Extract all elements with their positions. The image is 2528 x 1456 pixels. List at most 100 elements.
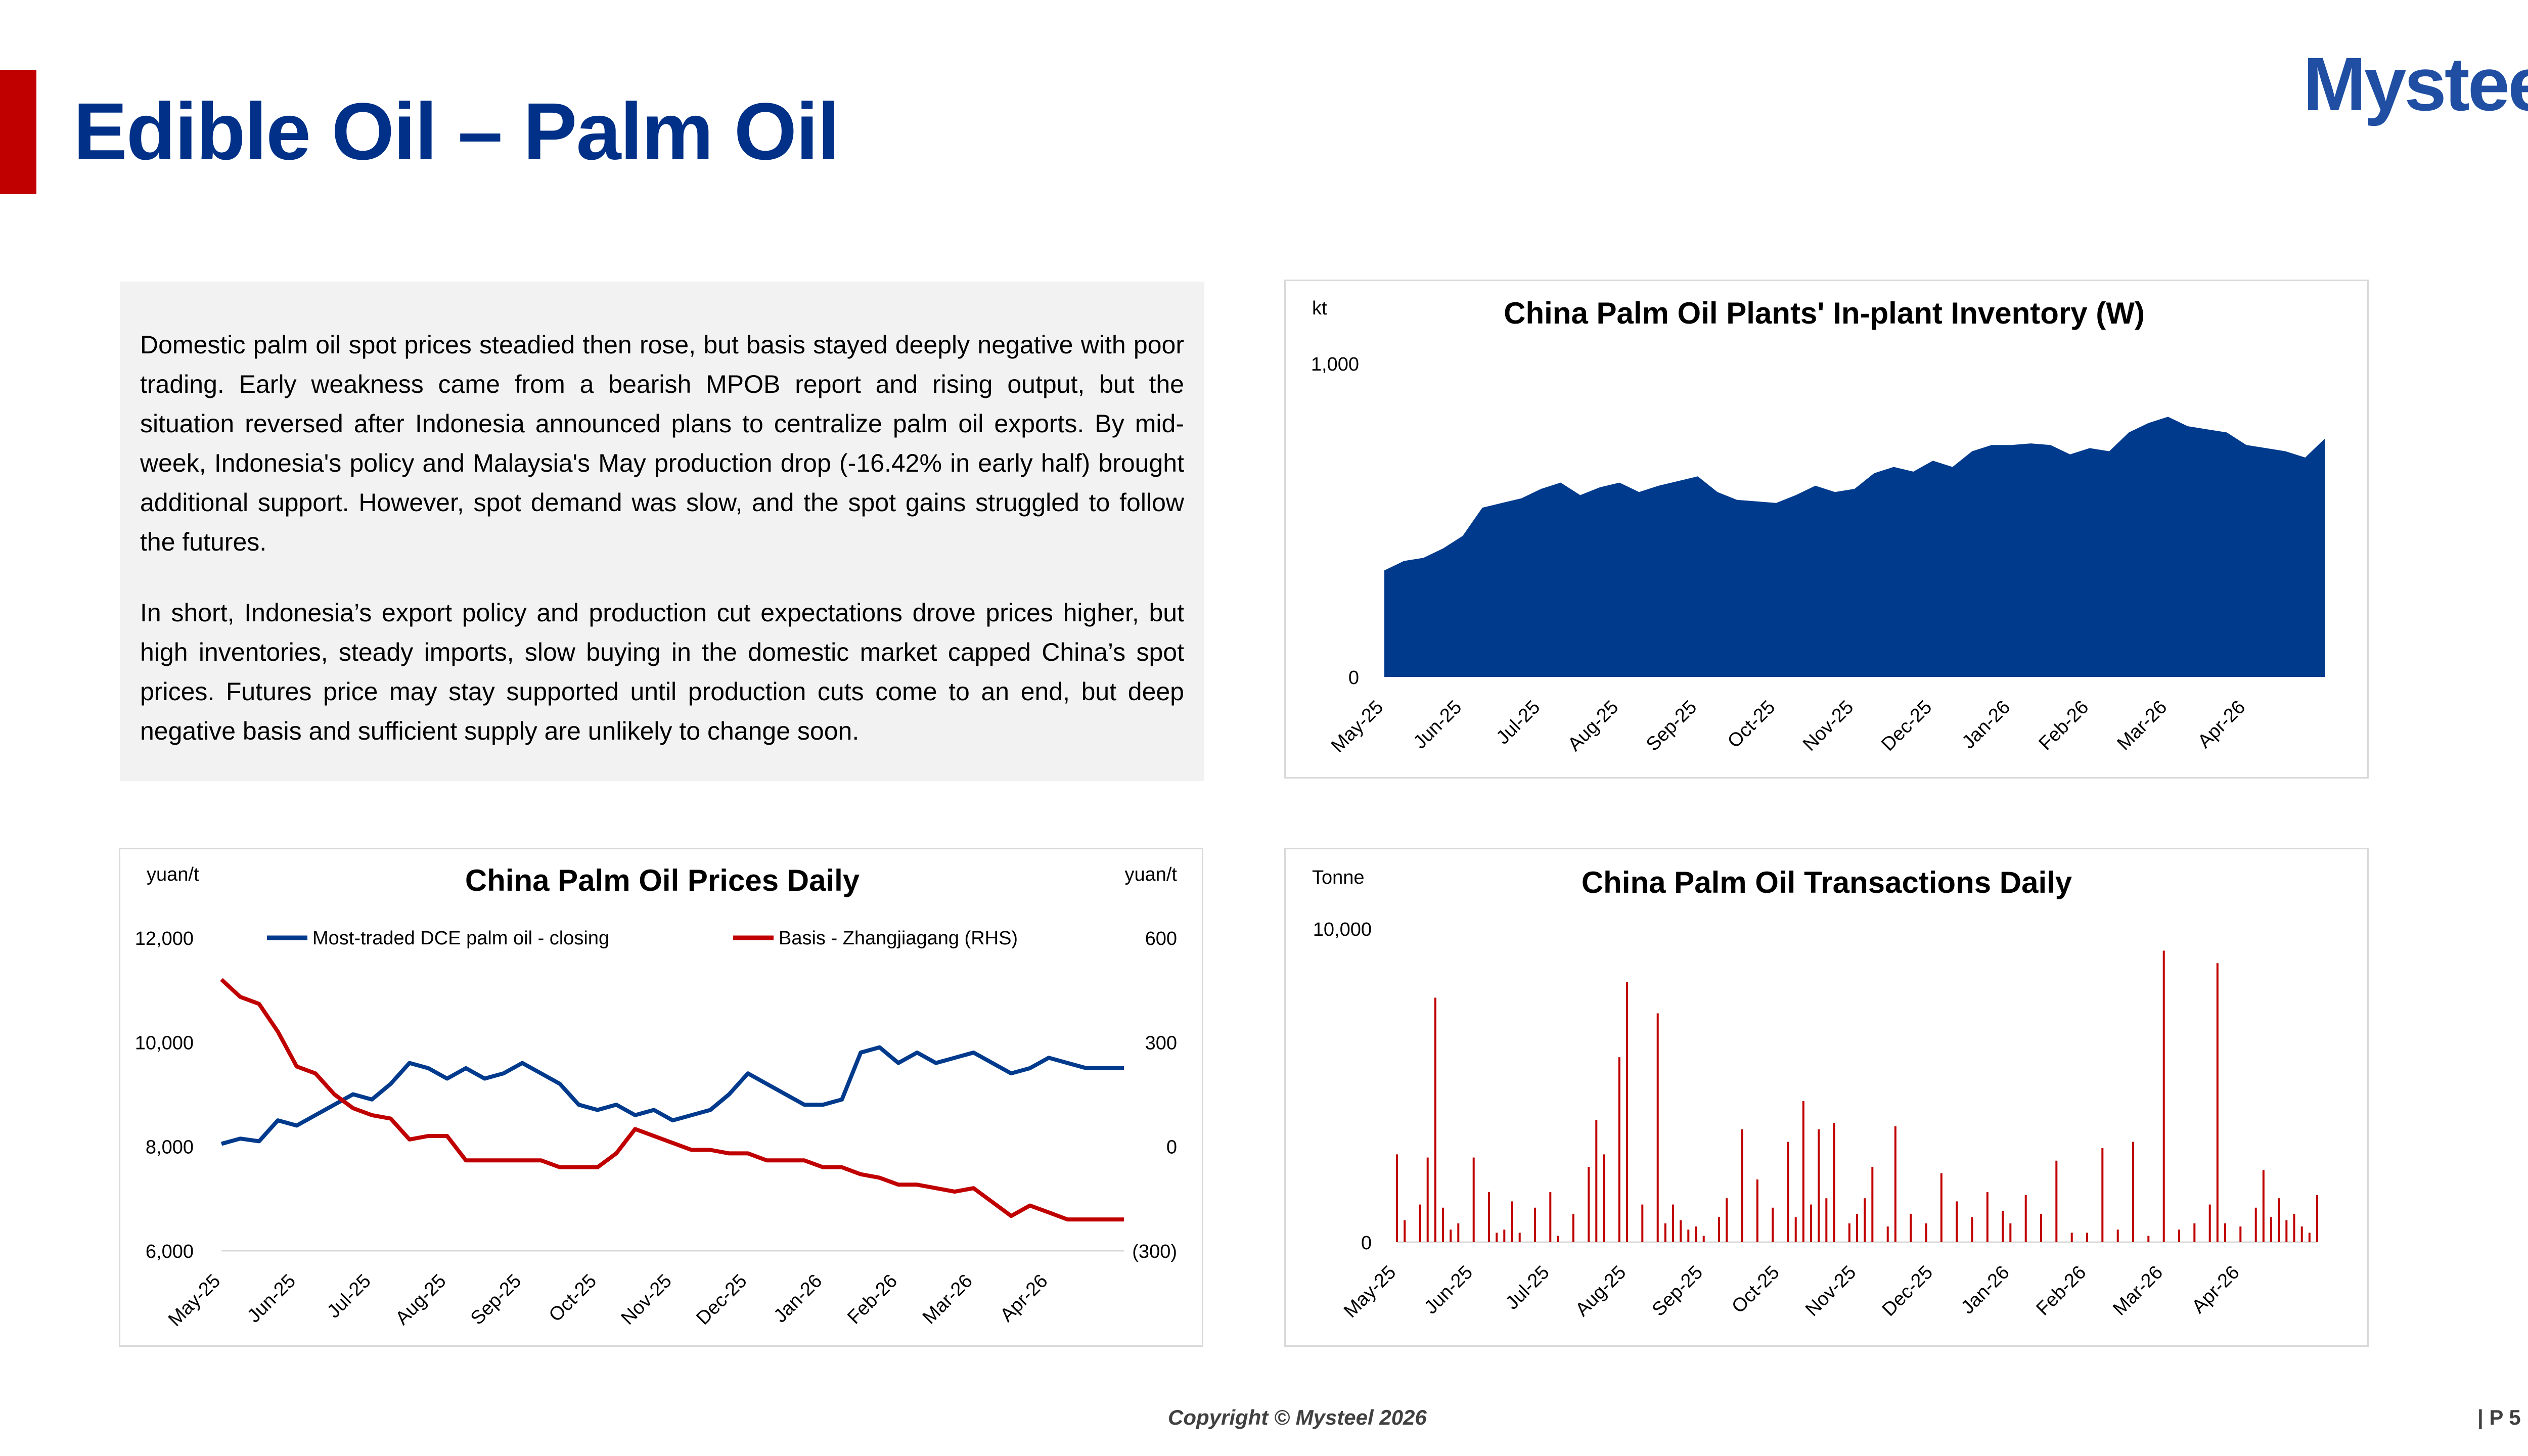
inventory-x-tick-2: Jul-25 xyxy=(1492,697,1544,749)
prices-chart: yuan/t yuan/t China Palm Oil Prices Dail… xyxy=(135,863,1178,1331)
transactions-bar-73 xyxy=(2254,1207,2257,1242)
inventory-x-tick-4: Sep-25 xyxy=(1642,697,1701,755)
prices-legend: Most-traded DCE palm oil - closing Basis… xyxy=(267,928,1018,949)
transactions-bar-43 xyxy=(1848,1223,1850,1242)
prices-line-layer xyxy=(220,978,1124,1222)
transactions-bar-62 xyxy=(2101,1148,2104,1242)
transactions-y-ticks: 0 10,000 xyxy=(1313,919,2317,1254)
transactions-bar-17 xyxy=(1572,1214,1574,1242)
prices-x-tick-5: Oct-25 xyxy=(545,1270,601,1326)
inventory-y-tick-1: 1,000 xyxy=(1311,354,1359,375)
transactions-x-tick-3: Aug-25 xyxy=(1571,1262,1630,1321)
transactions-bar-47 xyxy=(1886,1226,1889,1242)
transactions-bar-68 xyxy=(2193,1223,2196,1242)
transactions-bar-7 xyxy=(1457,1223,1460,1242)
transactions-bar-46 xyxy=(1871,1167,1874,1242)
transactions-bar-39 xyxy=(1810,1204,1812,1242)
transactions-bar-32 xyxy=(1726,1198,1728,1242)
transactions-x-tick-8: Jan-26 xyxy=(1957,1262,2014,1318)
prices-x-tick-10: Mar-26 xyxy=(919,1270,977,1329)
transactions-x-tick-7: Dec-25 xyxy=(1878,1262,1937,1321)
transactions-bar-42 xyxy=(1833,1123,1835,1242)
transactions-bar-23 xyxy=(1641,1204,1644,1242)
transactions-bar-2 xyxy=(1419,1204,1421,1242)
transactions-bar-60 xyxy=(2070,1233,2073,1242)
legend-label-dce: Most-traded DCE palm oil - closing xyxy=(312,928,609,949)
prices-x-tick-3: Aug-25 xyxy=(391,1270,450,1329)
transactions-bar-33 xyxy=(1741,1129,1743,1242)
transactions-bar-29 xyxy=(1695,1226,1697,1242)
transactions-bar-70 xyxy=(2216,963,2219,1242)
transactions-bar-59 xyxy=(2055,1160,2058,1242)
transactions-bar-72 xyxy=(2239,1226,2242,1242)
transactions-bar-25 xyxy=(1664,1223,1666,1242)
transactions-bar-57 xyxy=(2024,1195,2027,1242)
inventory-x-tick-1: Jun-25 xyxy=(1409,697,1466,753)
transactions-x-tick-10: Mar-26 xyxy=(2109,1262,2167,1320)
transactions-bar-64 xyxy=(2132,1142,2134,1242)
logo-text: Mysteel xyxy=(2303,44,2528,126)
inventory-area-layer xyxy=(1384,417,2325,677)
inventory-chart: kt China Palm Oil Plants' In-plant Inven… xyxy=(1311,296,2325,757)
transactions-bar-81 xyxy=(2316,1195,2318,1242)
transactions-bar-3 xyxy=(1426,1157,1429,1242)
transactions-bar-19 xyxy=(1595,1120,1598,1242)
prices-chart-title: China Palm Oil Prices Daily xyxy=(465,863,860,897)
inventory-unit-label: kt xyxy=(1312,298,1327,319)
transactions-bar-36 xyxy=(1787,1142,1789,1242)
transactions-bar-44 xyxy=(1856,1214,1858,1242)
transactions-bar-41 xyxy=(1825,1198,1828,1242)
prices-left-y-tick-0: 6,000 xyxy=(146,1241,194,1262)
transactions-bar-31 xyxy=(1718,1217,1720,1242)
transactions-bar-5 xyxy=(1442,1207,1444,1242)
transactions-chart-title: China Palm Oil Transactions Daily xyxy=(1582,866,2072,899)
transactions-bar-11 xyxy=(1503,1230,1506,1242)
inventory-x-tick-3: Aug-25 xyxy=(1564,697,1622,755)
inventory-chart-title: China Palm Oil Plants' In-plant Inventor… xyxy=(1504,296,2145,330)
transactions-bar-55 xyxy=(2002,1211,2004,1242)
transactions-bar-26 xyxy=(1672,1204,1674,1242)
transactions-bar-14 xyxy=(1534,1207,1536,1242)
transactions-bar-75 xyxy=(2270,1217,2272,1242)
inventory-chart-panel: kt China Palm Oil Plants' In-plant Inven… xyxy=(1284,280,2369,779)
commentary-paragraph-2: In short, Indonesia’s export policy and … xyxy=(140,599,1184,745)
transactions-y-tick-0: 0 xyxy=(1361,1233,1372,1254)
inventory-x-tick-7: Dec-25 xyxy=(1877,697,1936,755)
prices-x-tick-0: May-25 xyxy=(164,1270,224,1331)
transactions-bar-28 xyxy=(1687,1230,1690,1242)
transactions-bar-37 xyxy=(1794,1217,1797,1242)
prices-right-y-tick-2: 300 xyxy=(1145,1032,1177,1054)
transactions-bar-58 xyxy=(2040,1214,2042,1242)
transactions-bar-16 xyxy=(1557,1236,1559,1242)
transactions-y-tick-1: 10,000 xyxy=(1313,919,1372,940)
transactions-bar-65 xyxy=(2147,1236,2150,1242)
prices-x-tick-11: Apr-26 xyxy=(996,1270,1052,1326)
mysteel-logo: Mysteel xyxy=(2303,41,2528,130)
transactions-bar-61 xyxy=(2086,1233,2088,1242)
commentary-paragraph-1: Domestic palm oil spot prices steadied t… xyxy=(140,331,1184,556)
commentary-panel: Domestic palm oil spot prices steadied t… xyxy=(120,282,1204,781)
prices-left-unit-label: yuan/t xyxy=(147,864,199,885)
footer-page-number: | P 5 xyxy=(2477,1405,2521,1429)
inventory-area xyxy=(1384,417,2325,677)
inventory-x-tick-9: Feb-26 xyxy=(2035,697,2093,755)
prices-x-tick-4: Sep-25 xyxy=(467,1270,525,1329)
transactions-bar-80 xyxy=(2308,1233,2311,1242)
transactions-bar-21 xyxy=(1618,1057,1620,1242)
transactions-bar-78 xyxy=(2293,1214,2295,1242)
prices-x-tick-8: Jan-26 xyxy=(770,1270,826,1327)
prices-right-y-tick-0: (300) xyxy=(1132,1241,1177,1262)
transactions-bar-15 xyxy=(1549,1192,1552,1242)
transactions-bar-77 xyxy=(2285,1220,2288,1242)
prices-series-line-1 xyxy=(220,978,1124,1222)
inventory-y-tick-0: 0 xyxy=(1348,667,1359,689)
inventory-x-tick-11: Apr-26 xyxy=(2194,697,2249,752)
transactions-bar-12 xyxy=(1511,1201,1513,1242)
transactions-bar-67 xyxy=(2178,1230,2180,1242)
transactions-bar-66 xyxy=(2162,950,2165,1242)
transactions-bar-30 xyxy=(1702,1236,1705,1242)
transactions-chart: Tonne China Palm Oil Transactions Daily … xyxy=(1312,866,2318,1322)
transactions-bar-76 xyxy=(2278,1198,2280,1242)
transactions-bar-50 xyxy=(1925,1223,1927,1242)
transactions-bar-10 xyxy=(1496,1233,1498,1242)
